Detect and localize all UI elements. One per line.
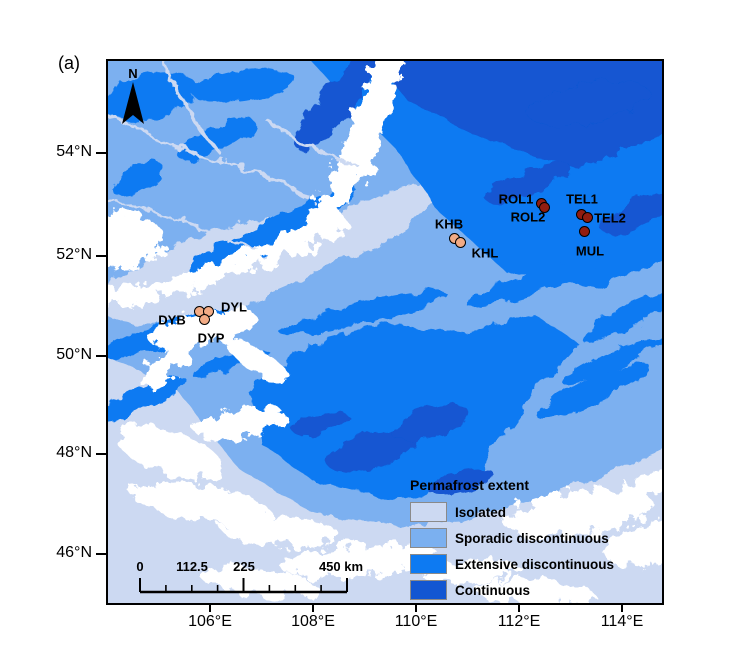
lon-tick-label: 112°E bbox=[497, 613, 541, 630]
lat-tick bbox=[96, 152, 107, 154]
lat-tick bbox=[96, 355, 107, 357]
permafrost-map-art bbox=[108, 61, 662, 603]
legend-swatch-isolated bbox=[410, 502, 447, 522]
site-label-khl: KHL bbox=[471, 245, 499, 261]
scale-bar-label: 450 km bbox=[318, 559, 364, 574]
site-marker bbox=[454, 236, 466, 248]
legend-row: Isolated bbox=[410, 502, 614, 522]
lat-tick-label: 48°N bbox=[56, 444, 92, 461]
site-label-tel2: TEL2 bbox=[594, 210, 626, 226]
legend-item-label: Continuous bbox=[455, 582, 530, 598]
north-label: N bbox=[128, 66, 138, 81]
lon-tick-label: 114°E bbox=[600, 613, 644, 630]
legend-item-label: Extensive discontinuous bbox=[455, 556, 615, 572]
legend-swatch-sporadic bbox=[410, 528, 447, 548]
lat-tick bbox=[96, 255, 107, 257]
site-label-dyb: DYB bbox=[158, 312, 186, 328]
site-label-dyp: DYP bbox=[197, 330, 225, 346]
site-label-dyl: DYL bbox=[221, 299, 247, 315]
legend-title: Permafrost extent bbox=[410, 477, 530, 493]
site-label-tel1: TEL1 bbox=[566, 191, 598, 207]
legend-swatch-continuous bbox=[410, 580, 447, 600]
site-marker bbox=[538, 201, 550, 213]
scale-bar-label: 0 bbox=[136, 559, 144, 574]
lon-tick-label: 108°E bbox=[291, 613, 335, 630]
lake-baikal bbox=[108, 61, 403, 307]
lon-tick bbox=[621, 603, 623, 612]
scale-bar-label: 112.5 bbox=[176, 559, 208, 574]
lon-tick-label: 106°E bbox=[188, 613, 232, 630]
north-arrow: N bbox=[119, 66, 147, 133]
legend-rows: Isolated Sporadic discontinuous Extensive … bbox=[410, 502, 614, 600]
lat-tick-label: 52°N bbox=[56, 246, 92, 263]
legend-row: Sporadic discontinuous bbox=[410, 528, 614, 548]
lon-tick bbox=[518, 603, 520, 612]
site-label-mul: MUL bbox=[575, 243, 605, 259]
lat-tick-label: 54°N bbox=[56, 143, 92, 160]
legend-swatch-extensive bbox=[410, 554, 447, 574]
scale-bar-label: 225 bbox=[233, 559, 255, 574]
panel-label: (a) bbox=[58, 53, 80, 73]
lat-tick-label: 50°N bbox=[56, 346, 92, 363]
legend-row: Continuous bbox=[410, 580, 614, 600]
legend: Permafrost extent Isolated Sporadic disco… bbox=[410, 477, 614, 606]
lat-tick-label: 46°N bbox=[56, 544, 92, 561]
lon-tick bbox=[415, 603, 417, 612]
site-label-rol2: ROL2 bbox=[510, 209, 546, 225]
lon-tick-label: 110°E bbox=[394, 613, 438, 630]
legend-item-label: Sporadic discontinuous bbox=[455, 530, 609, 546]
site-label-rol1: ROL1 bbox=[498, 191, 534, 207]
lat-tick bbox=[96, 453, 107, 455]
north-arrow-icon bbox=[122, 82, 144, 124]
legend-row: Extensive discontinuous bbox=[410, 554, 614, 574]
scale-bar bbox=[139, 578, 348, 594]
lon-tick bbox=[209, 603, 211, 612]
lat-tick bbox=[96, 553, 107, 555]
lon-tick bbox=[312, 603, 314, 612]
site-marker bbox=[581, 211, 593, 223]
site-marker bbox=[578, 225, 590, 237]
map-canvas bbox=[106, 59, 664, 605]
site-label-khb: KHB bbox=[434, 216, 464, 232]
legend-item-label: Isolated bbox=[455, 504, 507, 520]
site-marker bbox=[198, 313, 210, 325]
